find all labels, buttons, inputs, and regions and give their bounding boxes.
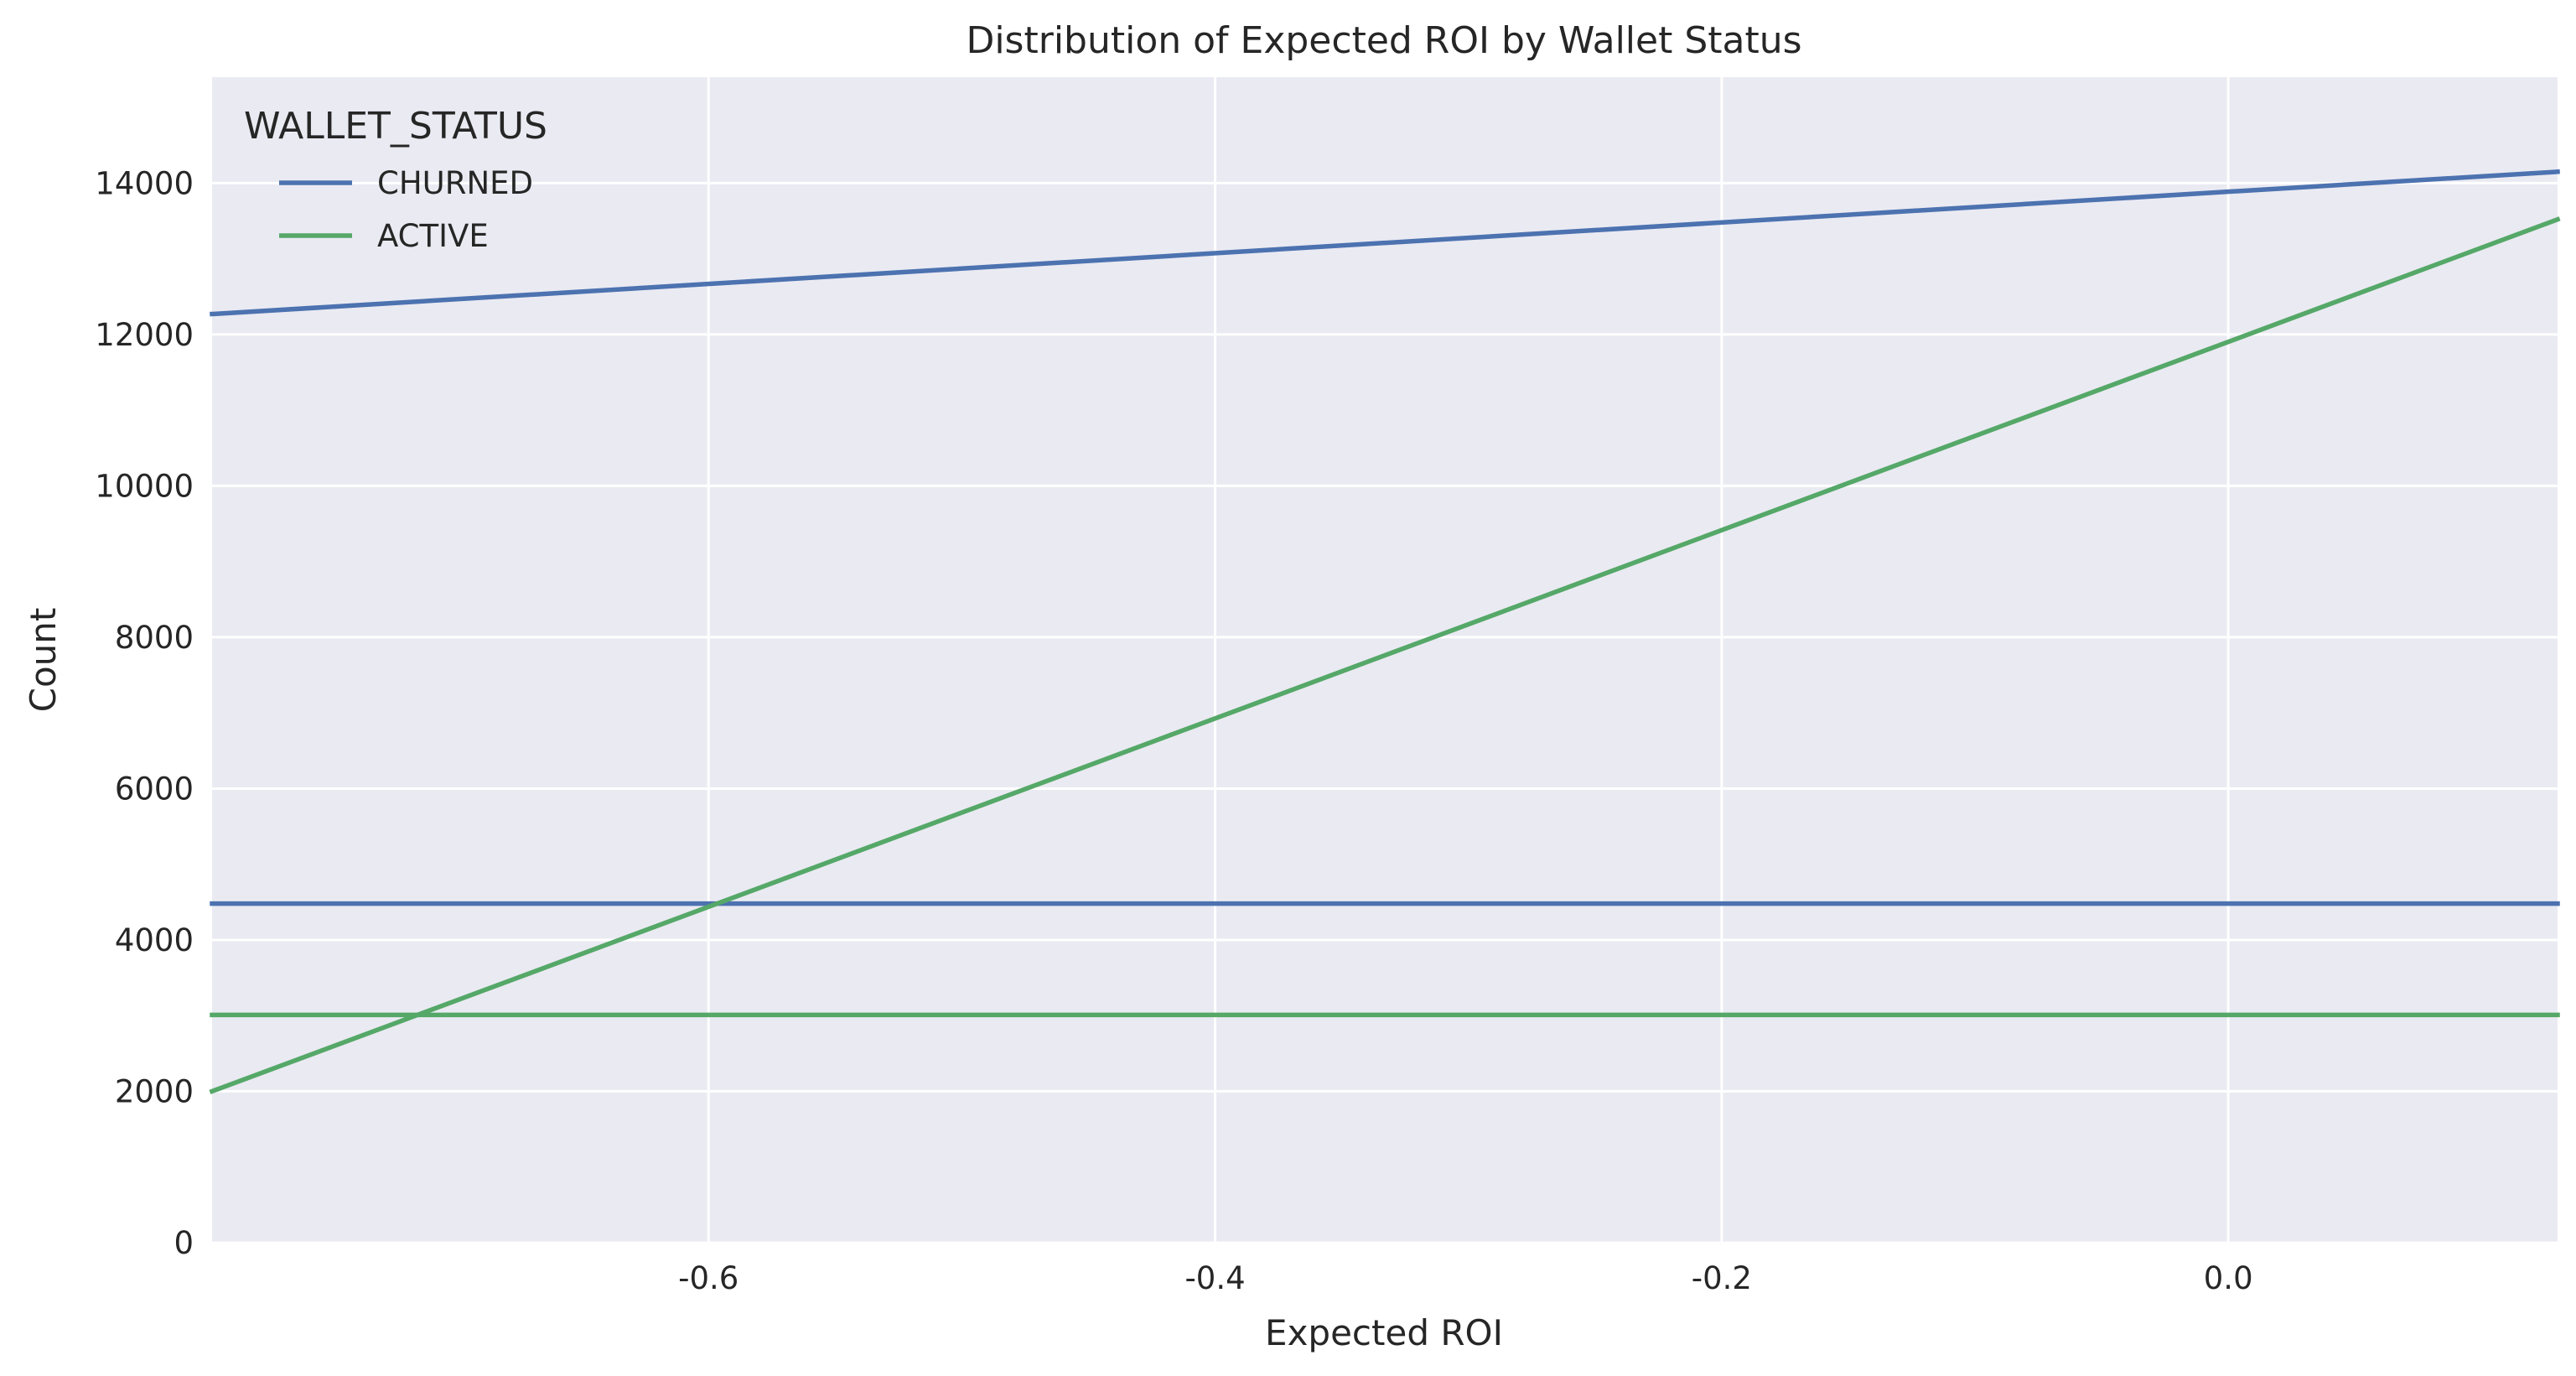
y-axis-label: Count	[23, 608, 64, 713]
legend-label-active: ACTIVE	[377, 218, 489, 254]
x-tick-label: -0.2	[1692, 1260, 1752, 1296]
series-lines	[209, 169, 2561, 1095]
y-tick-label: 12000	[95, 317, 194, 353]
y-tick-label: 8000	[115, 620, 194, 656]
series-line-churned-0	[210, 169, 2560, 317]
y-tick-label: 0	[174, 1225, 194, 1261]
y-tick-label: 4000	[115, 922, 194, 958]
x-axis-ticks: -0.6 -0.4 -0.2 0.0	[678, 1260, 2252, 1296]
y-tick-label: 2000	[115, 1073, 194, 1109]
legend-label-churned: CHURNED	[377, 165, 533, 201]
chart-title: Distribution of Expected ROI by Wallet S…	[966, 19, 1801, 62]
y-tick-label: 6000	[115, 771, 194, 807]
x-axis-label: Expected ROI	[1265, 1312, 1503, 1353]
gridlines	[212, 77, 2558, 1244]
x-tick-label: -0.6	[678, 1260, 739, 1296]
x-tick-label: -0.4	[1184, 1260, 1245, 1296]
legend: WALLET_STATUS CHURNED ACTIVE	[244, 105, 547, 254]
y-axis-ticks: 0 2000 4000 6000 8000 10000 12000 14000	[95, 165, 194, 1261]
x-tick-label: 0.0	[2204, 1260, 2253, 1296]
y-tick-label: 10000	[95, 468, 194, 504]
y-tick-label: 14000	[95, 165, 194, 201]
legend-title: WALLET_STATUS	[244, 105, 547, 148]
plot-area	[212, 77, 2558, 1243]
series-line-active-2	[209, 216, 2561, 1095]
